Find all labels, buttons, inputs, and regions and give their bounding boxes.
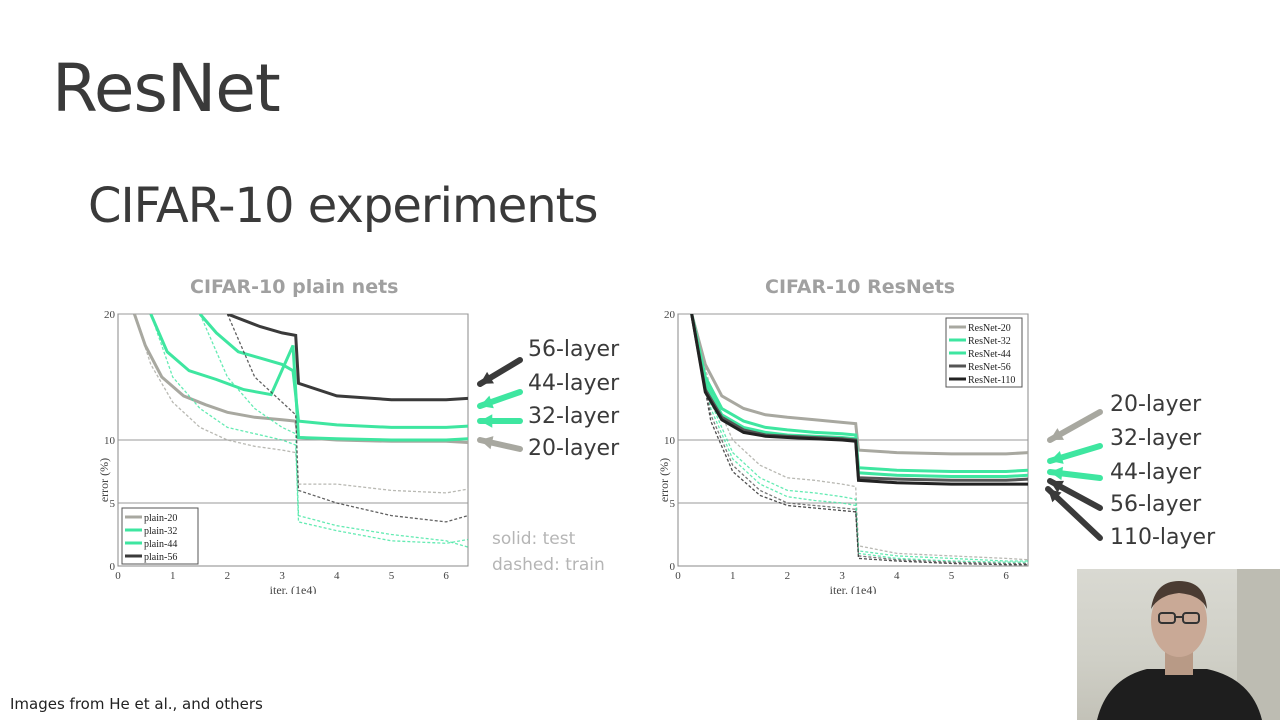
arrow-shaft bbox=[477, 389, 523, 409]
presenter-silhouette bbox=[1097, 569, 1280, 720]
series-test-ResNet-20 bbox=[690, 314, 1028, 456]
series-train-plain-56 bbox=[226, 314, 468, 523]
anno-right-20: 20-layer bbox=[1110, 392, 1202, 417]
y-tick-label: 20 bbox=[664, 309, 676, 321]
legend-label: plain-56 bbox=[144, 552, 177, 563]
x-axis-label: iter. (1e4) bbox=[270, 583, 317, 594]
legend-label: ResNet-32 bbox=[968, 336, 1011, 347]
legend-label: ResNet-56 bbox=[968, 362, 1011, 373]
x-tick-label: 2 bbox=[225, 570, 231, 582]
x-tick-label: 2 bbox=[785, 570, 791, 582]
series-train-ResNet-56 bbox=[691, 314, 1028, 565]
arrow-head bbox=[480, 436, 494, 450]
note-dashed: dashed: train bbox=[492, 555, 605, 575]
series-train-ResNet-20 bbox=[691, 314, 1028, 561]
anno-right-110: 110-layer bbox=[1110, 525, 1216, 550]
legend-label: ResNet-110 bbox=[968, 375, 1015, 386]
slide-title: ResNet bbox=[52, 50, 281, 127]
image-caption: Images from He et al., and others bbox=[10, 695, 263, 713]
series-test-plain-44 bbox=[198, 314, 468, 429]
x-tick-label: 0 bbox=[115, 570, 121, 582]
y-tick-label: 5 bbox=[670, 498, 676, 510]
legend-label: plain-44 bbox=[144, 539, 177, 550]
chart-title-plain: CIFAR-10 plain nets bbox=[190, 276, 399, 298]
arrow-shaft bbox=[1045, 486, 1103, 541]
series-test-ResNet-110 bbox=[690, 314, 1028, 486]
anno-right-44: 44-layer bbox=[1110, 460, 1202, 485]
x-tick-label: 3 bbox=[279, 570, 285, 582]
x-tick-label: 0 bbox=[675, 570, 681, 582]
arrow-head bbox=[1048, 489, 1062, 503]
legend-label: plain-20 bbox=[144, 513, 177, 524]
series-test-plain-56 bbox=[226, 314, 468, 402]
arrow-head bbox=[1050, 480, 1064, 493]
arrow-head bbox=[1050, 466, 1063, 481]
resnets-chart: 0 1 2 3 4 5 6 0 5 10 20 iter. (1e4) error (%) ResNet-… bbox=[660, 309, 1029, 594]
y-tick-label: 0 bbox=[670, 561, 676, 573]
series-train-plain-44 bbox=[199, 314, 468, 548]
x-tick-label: 4 bbox=[894, 570, 900, 582]
series-train-ResNet-32 bbox=[691, 314, 1028, 562]
y-tick-label: 0 bbox=[110, 561, 116, 573]
arrow-shaft bbox=[1047, 443, 1103, 464]
plain-nets-chart: 0 1 2 3 4 5 6 0 5 10 20 iter. (1e4) error (%) plain-2… bbox=[100, 309, 469, 594]
legend-label: plain-32 bbox=[144, 526, 177, 537]
arrow-head bbox=[480, 395, 494, 409]
arrow-head bbox=[1050, 428, 1064, 440]
y-axis-label: error (%) bbox=[660, 458, 671, 502]
arrow-shaft bbox=[1047, 409, 1103, 443]
arrow-shaft bbox=[1047, 478, 1103, 511]
series-train-ResNet-44 bbox=[691, 314, 1028, 563]
x-tick-label: 6 bbox=[443, 570, 449, 582]
x-tick-label: 1 bbox=[170, 570, 176, 582]
anno-left-20: 20-layer bbox=[528, 436, 620, 461]
series-train-plain-32 bbox=[150, 314, 468, 544]
legend-label: ResNet-44 bbox=[968, 349, 1011, 360]
arrow-head bbox=[480, 371, 494, 384]
series-train-plain-20 bbox=[133, 314, 468, 494]
arrow-head bbox=[480, 414, 493, 428]
note-solid: solid: test bbox=[492, 529, 576, 549]
y-axis-label: error (%) bbox=[100, 458, 111, 502]
x-tick-label: 3 bbox=[839, 570, 845, 582]
series-test-ResNet-32 bbox=[690, 314, 1028, 473]
y-tick-label: 10 bbox=[664, 435, 676, 447]
x-tick-label: 4 bbox=[334, 570, 340, 582]
y-tick-label: 5 bbox=[110, 498, 116, 510]
x-tick-label: 5 bbox=[949, 570, 955, 582]
chart-title-resnet: CIFAR-10 ResNets bbox=[765, 276, 956, 298]
x-axis-label: iter. (1e4) bbox=[830, 583, 877, 594]
x-tick-label: 1 bbox=[730, 570, 736, 582]
slide-subtitle: CIFAR-10 experiments bbox=[88, 178, 598, 234]
anno-left-56: 56-layer bbox=[528, 337, 620, 362]
arrow-shaft bbox=[477, 357, 523, 387]
anno-right-32: 32-layer bbox=[1110, 426, 1202, 451]
webcam-overlay bbox=[1077, 569, 1280, 720]
y-tick-label: 20 bbox=[104, 309, 116, 321]
arrow-head bbox=[1050, 451, 1064, 464]
series-test-plain-32 bbox=[149, 314, 468, 442]
legend-label: ResNet-20 bbox=[968, 323, 1011, 334]
arrow-shaft bbox=[1047, 469, 1103, 481]
series-train-ResNet-110 bbox=[691, 314, 1028, 566]
anno-left-32: 32-layer bbox=[528, 404, 620, 429]
series-test-plain-20 bbox=[132, 314, 468, 444]
x-tick-label: 6 bbox=[1003, 570, 1009, 582]
anno-left-44: 44-layer bbox=[528, 371, 620, 396]
y-tick-label: 10 bbox=[104, 435, 116, 447]
x-tick-label: 5 bbox=[389, 570, 395, 582]
anno-right-56: 56-layer bbox=[1110, 492, 1202, 517]
arrow-shaft bbox=[477, 437, 523, 452]
